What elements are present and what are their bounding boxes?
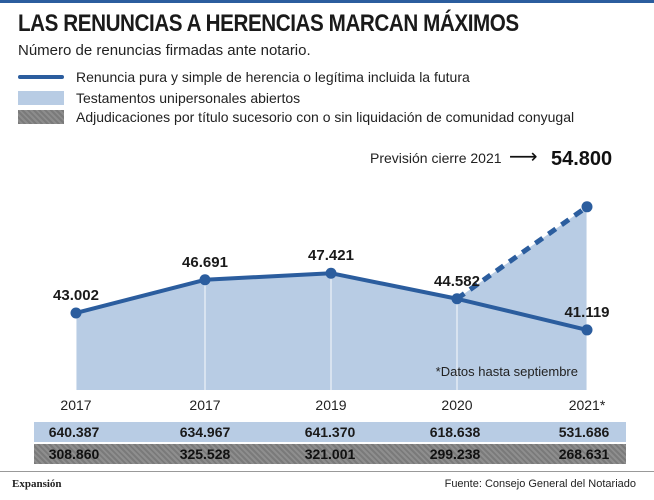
forecast-arrow: ⟶ bbox=[509, 144, 538, 168]
legend-item-adjudicaciones: Adjudicaciones por título sucesorio con … bbox=[18, 108, 574, 126]
x-tick-label: 2020 bbox=[441, 397, 472, 413]
note-text: *Datos hasta septiembre bbox=[436, 364, 578, 379]
data-label: 41.119 bbox=[564, 304, 609, 321]
data-point bbox=[70, 307, 82, 319]
data-point bbox=[325, 267, 337, 279]
x-tick-label: 2019 bbox=[315, 397, 346, 413]
forecast-label: Previsión cierre 2021 bbox=[370, 150, 502, 166]
source-note: Fuente: Consejo General del Notariado bbox=[444, 478, 636, 490]
forecast-value: 54.800 bbox=[551, 148, 612, 170]
table-cell: 618.638 bbox=[429, 424, 481, 440]
legend-label: Testamentos unipersonales abiertos bbox=[76, 90, 301, 106]
data-label: 43.002 bbox=[53, 287, 99, 304]
data-point bbox=[581, 324, 593, 336]
table-cell: 308.860 bbox=[48, 446, 100, 462]
table-cell: 321.001 bbox=[304, 446, 356, 462]
data-point bbox=[199, 274, 211, 286]
table-row-testamentos: 640.387 634.967 641.370 618.638 531.686 bbox=[34, 422, 626, 442]
data-label: 44.582 bbox=[434, 273, 480, 290]
legend-swatch-blue bbox=[18, 91, 64, 105]
legend-item-testamentos: Testamentos unipersonales abiertos bbox=[18, 89, 300, 107]
table-cell: 299.238 bbox=[429, 446, 481, 462]
x-tick-label: 2017 bbox=[60, 397, 91, 413]
x-tick-label: 2017 bbox=[189, 397, 220, 413]
brand-logo: Expansión bbox=[12, 478, 62, 490]
table-cell: 640.387 bbox=[48, 424, 100, 440]
legend-swatch-gray bbox=[18, 110, 64, 124]
data-label: 46.691 bbox=[182, 254, 228, 271]
table-cell: 268.631 bbox=[558, 446, 610, 462]
table-cell: 634.967 bbox=[179, 424, 231, 440]
table-cell: 531.686 bbox=[558, 424, 610, 440]
top-accent-bar bbox=[0, 0, 654, 3]
data-label: 47.421 bbox=[308, 247, 354, 264]
legend-item-renuncias: Renuncia pura y simple de herencia o leg… bbox=[18, 68, 470, 86]
table-cell: 641.370 bbox=[304, 424, 356, 440]
footer-divider bbox=[0, 471, 654, 472]
legend-label: Renuncia pura y simple de herencia o leg… bbox=[76, 69, 470, 85]
legend-swatch-line bbox=[18, 75, 64, 79]
x-tick-label: 2021* bbox=[569, 397, 606, 413]
legend-label: Adjudicaciones por título sucesorio con … bbox=[76, 109, 575, 125]
chart-title: LAS RENUNCIAS A HERENCIAS MARCAN MÁXIMOS bbox=[18, 10, 519, 37]
table-row-adjudicaciones: 308.860 325.528 321.001 299.238 268.631 bbox=[34, 444, 626, 464]
forecast-dashed-line bbox=[455, 204, 589, 301]
chart-subtitle: Número de renuncias firmadas ante notari… bbox=[18, 42, 311, 59]
data-point bbox=[451, 293, 463, 305]
forecast-point bbox=[581, 201, 593, 213]
table-cell: 325.528 bbox=[179, 446, 231, 462]
